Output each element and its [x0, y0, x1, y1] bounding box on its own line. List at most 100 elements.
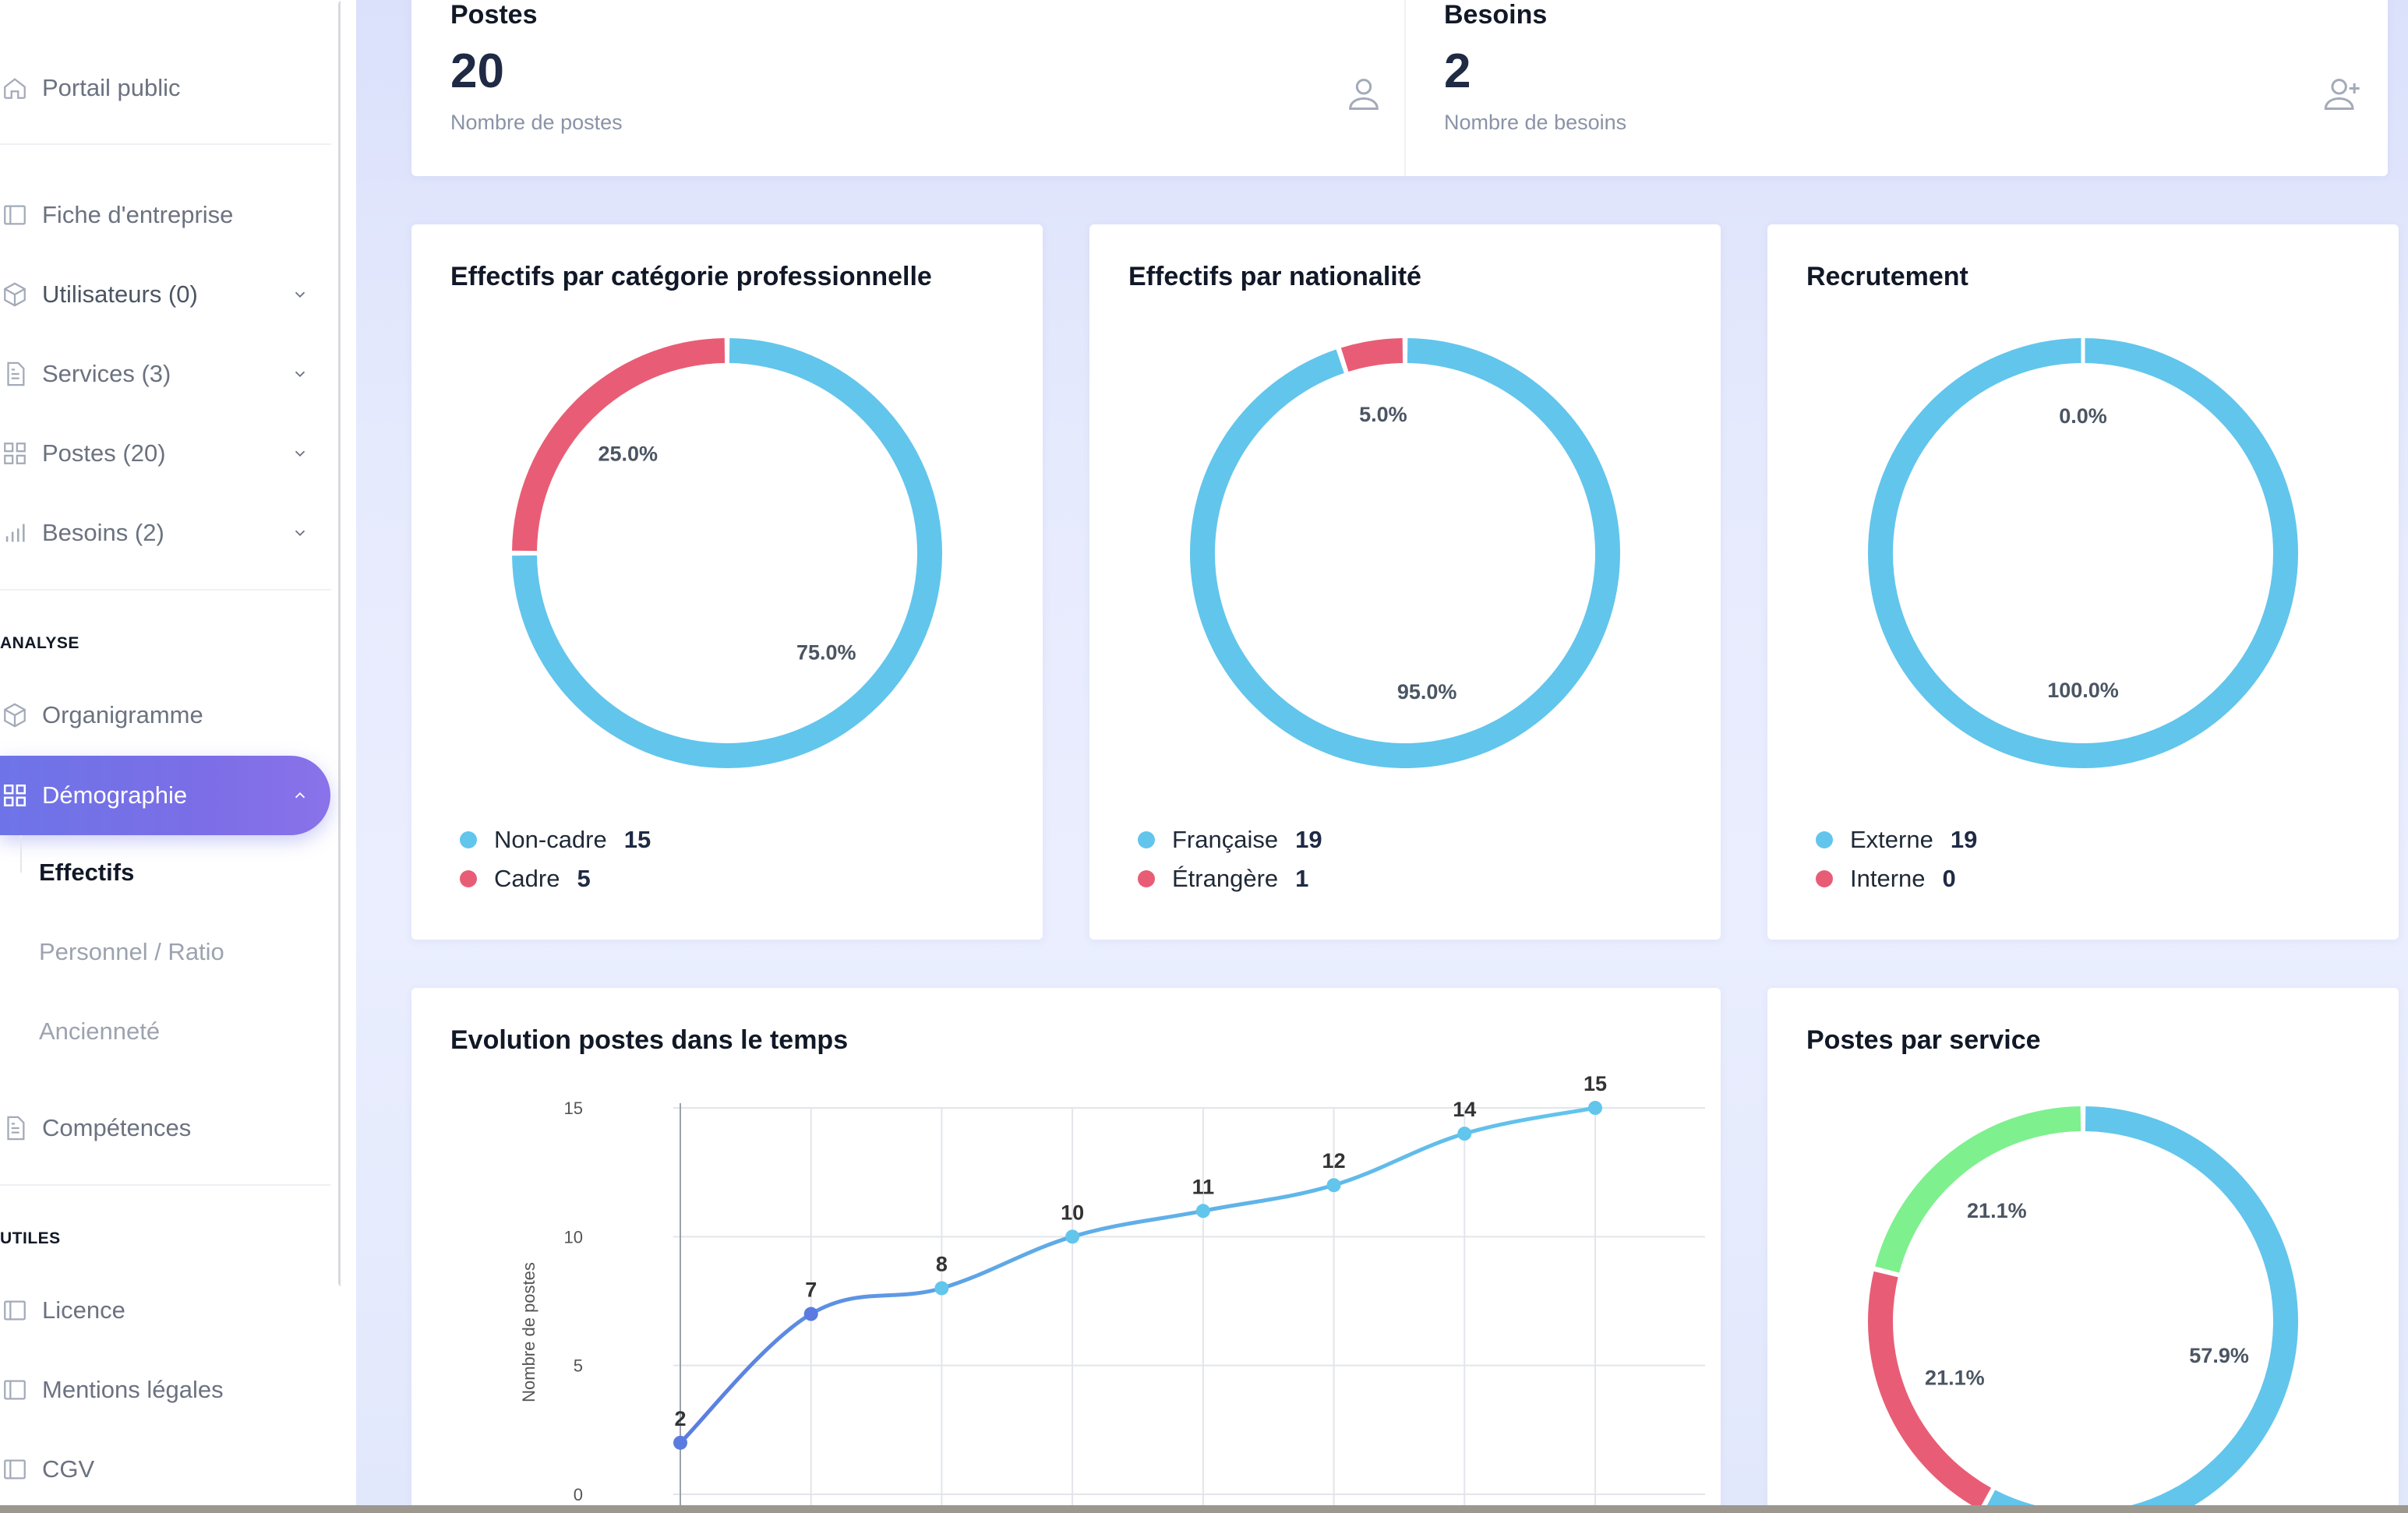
- legend-label: Interne: [1850, 865, 1926, 892]
- sidebar-item-label: Services (3): [42, 360, 171, 387]
- donut-data-label: 0.0%: [2059, 404, 2107, 428]
- donut-slice[interactable]: [1868, 1271, 1992, 1510]
- user-icon: [1349, 79, 1379, 111]
- chevron-up-icon[interactable]: [288, 784, 312, 807]
- chevron-down-icon[interactable]: [288, 521, 312, 545]
- data-label: 15: [1584, 1072, 1607, 1095]
- sidebar-subitem-effectifs[interactable]: Effectifs: [39, 859, 135, 886]
- book-icon: [0, 200, 30, 230]
- card-categorie: Effectifs par catégorie professionnelle …: [411, 224, 1043, 940]
- legend-item-cadre[interactable]: Cadre 5: [460, 863, 591, 894]
- postes-title: Postes: [450, 0, 538, 30]
- data-label: 2: [674, 1407, 686, 1430]
- legend-item-interne[interactable]: Interne 0: [1816, 863, 1956, 894]
- sidebar-item-organigramme[interactable]: Organigramme: [0, 692, 331, 739]
- data-point[interactable]: [1457, 1127, 1472, 1141]
- sidebar-item-services[interactable]: Services (3): [0, 351, 331, 397]
- donut-slice[interactable]: [1983, 1106, 2298, 1513]
- sidebar-item-mentions-legales[interactable]: Mentions légales: [0, 1367, 331, 1413]
- legend-value: 0: [1942, 865, 1956, 892]
- data-point[interactable]: [803, 1307, 818, 1321]
- card-title: Postes par service: [1806, 1025, 2041, 1055]
- sidebar-item-label: Portail public: [42, 74, 181, 101]
- sidebar-item-label: Démographie: [42, 781, 188, 809]
- sidebar-item-besoins[interactable]: Besoins (2): [0, 510, 331, 556]
- donut-slice[interactable]: [512, 338, 726, 552]
- sidebar-subitem-personnel-ratio[interactable]: Personnel / Ratio: [39, 938, 224, 965]
- postes-value: 20: [450, 44, 504, 98]
- book-icon: [0, 1375, 30, 1405]
- legend-label: Française: [1172, 826, 1279, 853]
- donut-data-label: 100.0%: [2047, 679, 2119, 702]
- legend-value: 19: [1950, 826, 1978, 853]
- data-point[interactable]: [1195, 1204, 1210, 1219]
- donut-data-label: 21.1%: [1925, 1367, 1985, 1390]
- chevron-down-icon[interactable]: [288, 283, 312, 306]
- sidebar-item-label: CGV: [42, 1455, 95, 1483]
- sidebar-item-competences[interactable]: Compétences: [0, 1105, 331, 1152]
- donut-data-label: 25.0%: [598, 443, 658, 466]
- y-tick-label: 0: [574, 1485, 583, 1504]
- document-icon: [0, 1113, 30, 1143]
- sidebar-item-label: Postes (20): [42, 439, 166, 467]
- data-point[interactable]: [1588, 1101, 1602, 1115]
- legend-dot: [1816, 870, 1833, 887]
- donut-chart-service: 57.9% 21.1% 21.1%: [1868, 1106, 2298, 1513]
- card-recrutement: Recrutement 100.0% 0.0% Externe 19 Intern…: [1767, 224, 2399, 940]
- sidebar-subitem-anciennete[interactable]: Ancienneté: [39, 1017, 161, 1045]
- sidebar-item-cgv[interactable]: CGV: [0, 1446, 331, 1493]
- legend-dot: [1138, 831, 1155, 848]
- legend-value: 19: [1295, 826, 1322, 853]
- data-point[interactable]: [1065, 1229, 1080, 1244]
- book-icon: [0, 1455, 30, 1484]
- chevron-down-icon[interactable]: [288, 442, 312, 465]
- data-point[interactable]: [673, 1435, 687, 1450]
- user-plus-icon: [2324, 79, 2360, 111]
- sidebar-item-utilisateurs[interactable]: Utilisateurs (0): [0, 271, 331, 318]
- sidebar-item-portail-public[interactable]: Portail public: [0, 65, 331, 111]
- line-chart-evolution: 0 5 10 15 Nombre de postes 2 7 8 10 11 12 14 15: [519, 1072, 1705, 1505]
- card-title: Effectifs par nationalité: [1128, 262, 1421, 291]
- sidebar-divider: [0, 589, 331, 591]
- card-title: Recrutement: [1806, 262, 1968, 291]
- legend-label: Étrangère: [1172, 865, 1279, 892]
- sidebar-scrollbar[interactable]: [338, 0, 341, 1287]
- sidebar-item-label: Mentions légales: [42, 1376, 224, 1403]
- stats-divider: [1404, 0, 1406, 176]
- grid-icon: [0, 781, 30, 810]
- legend-dot: [1816, 831, 1833, 848]
- y-tick-label: 15: [564, 1099, 583, 1118]
- legend-dot: [460, 831, 477, 848]
- legend-item-francaise[interactable]: Française 19: [1138, 824, 1322, 855]
- sidebar-item-label: Organigramme: [42, 701, 203, 728]
- donut-slice[interactable]: [1875, 1106, 2081, 1273]
- legend-label: Non-cadre: [494, 826, 607, 853]
- home-icon: [0, 73, 30, 103]
- sidebar-item-fiche-entreprise[interactable]: Fiche d'entreprise: [0, 192, 331, 238]
- besoins-value: 2: [1444, 44, 1471, 98]
- data-point[interactable]: [1326, 1178, 1341, 1193]
- main-content: Postes 20 Nombre de postes Besoins 2 Nom…: [356, 0, 2408, 1513]
- bar-chart-icon: [0, 518, 30, 548]
- sidebar-divider: [0, 143, 331, 145]
- legend-label: Cadre: [494, 865, 560, 892]
- sidebar-divider: [0, 1184, 331, 1186]
- besoins-title: Besoins: [1444, 0, 1548, 30]
- legend-item-etrangere[interactable]: Étrangère 1: [1138, 863, 1308, 894]
- data-label: 11: [1192, 1175, 1215, 1198]
- sidebar-item-postes[interactable]: Postes (20): [0, 430, 331, 477]
- sidebar-item-demographie[interactable]: Démographie: [0, 756, 330, 835]
- card-service: Postes par service 57.9% 21.1% 21.1%: [1767, 988, 2399, 1513]
- donut-slice[interactable]: [1340, 338, 1403, 372]
- chevron-down-icon[interactable]: [288, 362, 312, 386]
- legend-item-non-cadre[interactable]: Non-cadre 15: [460, 824, 651, 855]
- submenu-line: [20, 835, 22, 873]
- bottom-edge: [0, 1505, 2408, 1513]
- legend-item-externe[interactable]: Externe 19: [1816, 824, 1977, 855]
- grid-icon: [0, 439, 30, 468]
- data-label: 7: [805, 1278, 817, 1302]
- legend-dot: [460, 870, 477, 887]
- data-point[interactable]: [934, 1281, 949, 1296]
- donut-chart-recrutement: 100.0% 0.0%: [1868, 337, 2298, 768]
- sidebar-item-licence[interactable]: Licence: [0, 1287, 331, 1334]
